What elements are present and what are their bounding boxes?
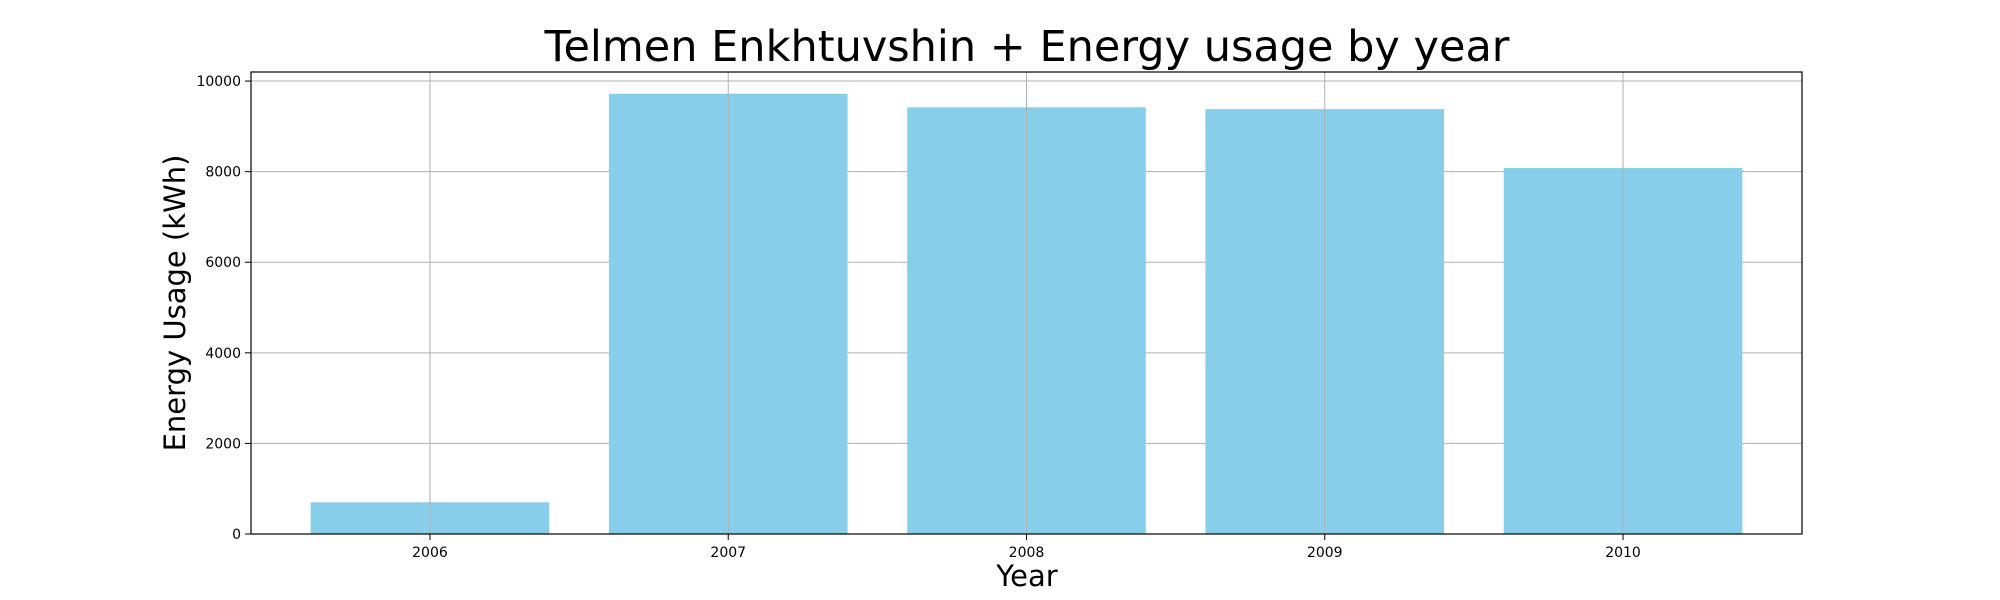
y-tick-label: 10000 [196,74,241,90]
x-ticks: 2006 2007 2008 2009 2010 [412,534,1641,561]
x-tick-label: 2006 [412,545,448,561]
x-axis-label: Year [995,559,1057,593]
x-tick-label: 2008 [1009,545,1045,561]
y-ticks: 0 2000 4000 6000 8000 10000 [196,74,251,543]
y-tick-label: 8000 [205,165,241,181]
x-tick-label: 2010 [1605,545,1641,561]
y-tick-label: 4000 [205,346,241,362]
y-tick-label: 6000 [205,255,241,271]
y-tick-label: 0 [232,527,241,543]
x-tick-label: 2009 [1307,545,1343,561]
y-tick-label: 2000 [205,436,241,452]
y-axis-label: Energy Usage (kWh) [158,155,192,452]
x-tick-label: 2007 [710,545,746,561]
chart-title: Telmen Enkhtuvshin + Energy usage by yea… [544,22,1510,72]
vertical-grid-layer [429,72,1624,534]
